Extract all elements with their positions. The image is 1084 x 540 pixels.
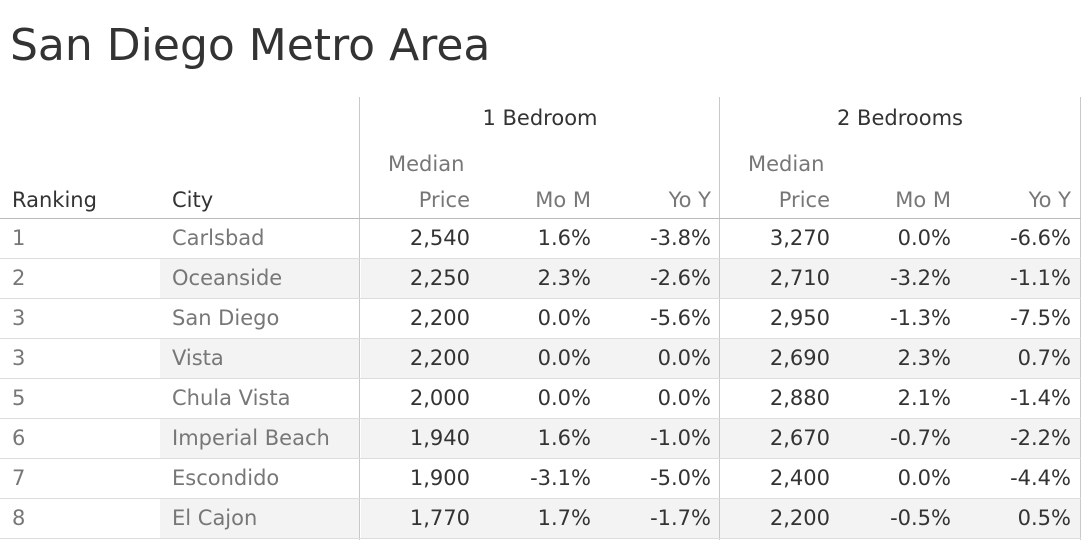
table-cell-2br-median-price: 2,710 (769, 266, 830, 290)
row-shade-data (361, 499, 1081, 539)
table-cell-city: Vista (172, 346, 224, 370)
table-cell-city: Escondido (172, 466, 280, 490)
column-header-yoy: Yo Y (1028, 188, 1071, 212)
table-cell-1br-yoy: 0.0% (657, 346, 711, 370)
table-cell-rank: 5 (12, 386, 26, 410)
table-cell-2br-median-price: 2,880 (769, 386, 830, 410)
table-cell-1br-yoy: -5.0% (650, 466, 711, 490)
row-rule (0, 258, 1081, 259)
group-header-1bedroom: 1 Bedroom (482, 106, 598, 130)
table-cell-2br-mom: -0.7% (890, 426, 951, 450)
group-header-2bedrooms: 2 Bedrooms (837, 106, 963, 130)
table-cell-1br-mom: 0.0% (537, 386, 591, 410)
row-shade-data (361, 259, 1081, 299)
table-cell-1br-yoy: -3.8% (650, 226, 711, 250)
table-cell-1br-mom: 0.0% (537, 306, 591, 330)
header-rule (0, 218, 1081, 219)
table-cell-rank: 6 (12, 426, 26, 450)
row-shade-city (160, 259, 360, 299)
table-cell-2br-yoy: -2.2% (1010, 426, 1071, 450)
table-cell-rank: 7 (12, 466, 26, 490)
column-header-median-line2: Price (778, 188, 830, 212)
table-cell-1br-yoy: 0.0% (657, 386, 711, 410)
divider-2bedroom-left (719, 97, 720, 540)
divider-1bedroom-left (359, 97, 360, 540)
table-cell-1br-mom: 2.3% (537, 266, 591, 290)
table-cell-1br-median-price: 1,900 (409, 466, 470, 490)
table-cell-city: Oceanside (172, 266, 283, 290)
table-cell-1br-median-price: 2,200 (409, 346, 470, 370)
table-cell-2br-yoy: -7.5% (1010, 306, 1071, 330)
row-shade-city (160, 419, 360, 459)
table-cell-2br-mom: -1.3% (890, 306, 951, 330)
row-rule (0, 378, 1081, 379)
page-title: San Diego Metro Area (10, 20, 491, 71)
table-cell-1br-median-price: 1,770 (409, 506, 470, 530)
table-cell-rank: 2 (12, 266, 26, 290)
table-cell-2br-mom: 0.0% (897, 226, 951, 250)
table-cell-1br-mom: 1.6% (537, 226, 591, 250)
column-header-yoy: Yo Y (668, 188, 711, 212)
table-cell-1br-mom: 1.7% (537, 506, 591, 530)
divider-right (1080, 97, 1081, 540)
table-cell-2br-yoy: 0.5% (1017, 506, 1071, 530)
row-rule (0, 498, 1081, 499)
table-cell-2br-median-price: 3,270 (769, 226, 830, 250)
column-header-mom: Mo M (535, 188, 591, 212)
table-cell-rank: 3 (12, 346, 26, 370)
table-cell-1br-yoy: -1.0% (650, 426, 711, 450)
table-cell-1br-yoy: -5.6% (650, 306, 711, 330)
row-shade-city (160, 339, 360, 379)
table-cell-1br-median-price: 2,000 (409, 386, 470, 410)
table-cell-2br-median-price: 2,690 (769, 346, 830, 370)
table-cell-2br-yoy: -1.1% (1010, 266, 1071, 290)
table-cell-city: Carlsbad (172, 226, 265, 250)
table-cell-city: Chula Vista (172, 386, 291, 410)
table-cell-2br-mom: 2.3% (897, 346, 951, 370)
table-cell-1br-mom: 1.6% (537, 426, 591, 450)
table-cell-1br-yoy: -1.7% (650, 506, 711, 530)
table-cell-1br-median-price: 2,250 (409, 266, 470, 290)
row-rule (0, 538, 1081, 539)
table-cell-2br-median-price: 2,670 (769, 426, 830, 450)
table-cell-1br-mom: 0.0% (537, 346, 591, 370)
table-cell-rank: 8 (12, 506, 26, 530)
column-header-ranking: Ranking (12, 188, 97, 212)
table-cell-2br-yoy: 0.7% (1017, 346, 1071, 370)
row-rule (0, 458, 1081, 459)
table-cell-1br-median-price: 2,540 (409, 226, 470, 250)
row-rule (0, 338, 1081, 339)
row-rule (0, 418, 1081, 419)
table-cell-1br-mom: -3.1% (530, 466, 591, 490)
row-rule (0, 298, 1081, 299)
table-cell-1br-median-price: 1,940 (409, 426, 470, 450)
table-cell-2br-yoy: -1.4% (1010, 386, 1071, 410)
column-header-median-line1: Median (388, 152, 465, 176)
row-shade-city (160, 499, 360, 539)
table-cell-rank: 1 (12, 226, 26, 250)
table-cell-1br-yoy: -2.6% (650, 266, 711, 290)
table-cell-city: Imperial Beach (172, 426, 330, 450)
table-cell-city: El Cajon (172, 506, 258, 530)
table-cell-2br-yoy: -6.6% (1010, 226, 1071, 250)
table-cell-2br-yoy: -4.4% (1010, 466, 1071, 490)
table-cell-rank: 3 (12, 306, 26, 330)
table-cell-2br-mom: 0.0% (897, 466, 951, 490)
table-cell-2br-median-price: 2,950 (769, 306, 830, 330)
table-cell-2br-mom: -0.5% (890, 506, 951, 530)
table-cell-2br-mom: 2.1% (897, 386, 951, 410)
column-header-mom: Mo M (895, 188, 951, 212)
row-shade-data (361, 339, 1081, 379)
table-cell-2br-median-price: 2,200 (769, 506, 830, 530)
table-cell-1br-median-price: 2,200 (409, 306, 470, 330)
row-shade-data (361, 419, 1081, 459)
column-header-median-line1: Median (748, 152, 825, 176)
column-header-median-line2: Price (418, 188, 470, 212)
table-cell-2br-mom: -3.2% (890, 266, 951, 290)
table-cell-city: San Diego (172, 306, 280, 330)
column-header-city: City (172, 188, 214, 212)
table-cell-2br-median-price: 2,400 (769, 466, 830, 490)
